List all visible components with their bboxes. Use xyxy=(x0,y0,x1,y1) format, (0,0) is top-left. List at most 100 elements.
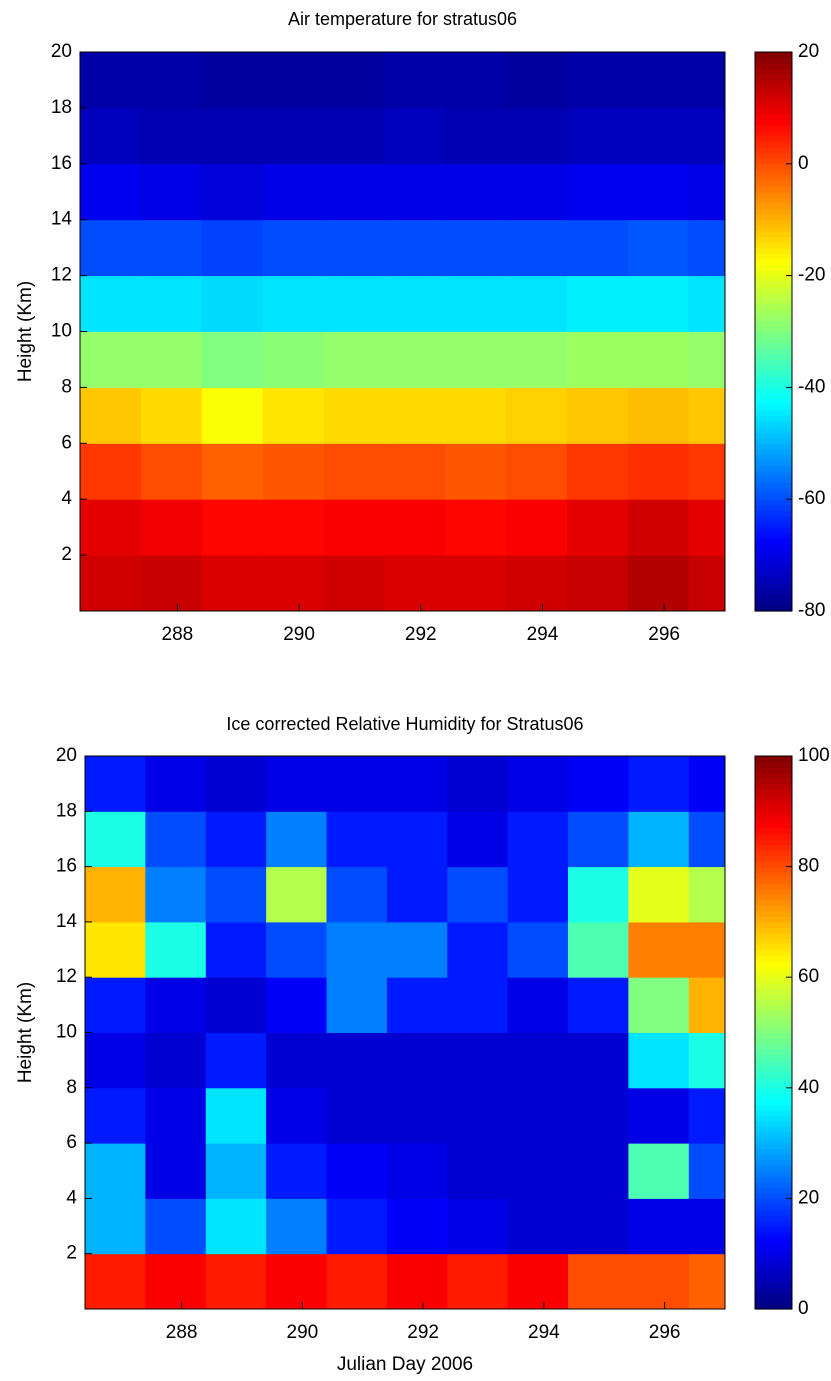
heatmap-cell xyxy=(85,1032,146,1089)
heatmap-cell xyxy=(145,1032,207,1089)
heatmap-cell xyxy=(568,866,629,923)
heatmap-cell xyxy=(445,443,507,500)
colorbar-segment xyxy=(755,281,792,288)
colorbar-segment xyxy=(755,560,792,567)
colorbar-segment xyxy=(755,1054,792,1061)
heatmap-cell xyxy=(445,275,507,332)
heatmap-cell xyxy=(266,1143,328,1199)
colorbar-segment xyxy=(755,1087,792,1094)
heatmap-cell xyxy=(628,1143,690,1199)
y-tick-label: 8 xyxy=(61,376,72,397)
colorbar-segment xyxy=(755,1170,792,1177)
heatmap-cell xyxy=(384,499,446,556)
colorbar-segment xyxy=(755,772,792,779)
heatmap-cell xyxy=(266,1087,328,1144)
heatmap-cell xyxy=(445,219,507,277)
colorbar-segment xyxy=(755,1181,792,1188)
colorbar-segment xyxy=(755,482,792,489)
colorbar-segment xyxy=(755,1137,792,1144)
colorbar-segment xyxy=(755,1275,792,1282)
heatmap-cell xyxy=(140,331,203,388)
colorbar-segment xyxy=(755,242,792,249)
colorbar-segment xyxy=(755,1203,792,1211)
heatmap-cell xyxy=(688,921,726,978)
heatmap-cell xyxy=(262,107,324,165)
y-tick-label: 6 xyxy=(66,1132,77,1153)
heatmap-cell xyxy=(326,921,388,978)
heatmap-cell xyxy=(505,107,568,165)
heatmap-cell xyxy=(688,555,726,612)
heatmap-cell xyxy=(140,555,203,612)
colorbar-segment xyxy=(755,571,792,579)
colorbar-segment xyxy=(755,1259,792,1266)
colorbar-segment xyxy=(755,1060,792,1067)
heatmap-cell xyxy=(447,921,509,978)
colorbar-tick-label: 0 xyxy=(798,153,809,174)
colorbar-segment xyxy=(755,409,792,416)
colorbar-segment xyxy=(755,247,792,254)
colorbar-segment xyxy=(755,800,792,807)
colorbar-segment xyxy=(755,1297,792,1305)
colorbar-segment xyxy=(755,1010,792,1017)
heatmap-cell xyxy=(386,811,448,868)
heatmap-cell xyxy=(323,443,385,500)
y-tick-label: 12 xyxy=(51,265,72,286)
heatmap-cell xyxy=(627,107,689,165)
y-tick-label: 2 xyxy=(61,544,72,565)
heatmap-cell xyxy=(145,1198,207,1255)
heatmap-cell xyxy=(505,219,568,277)
heatmap-cell xyxy=(262,331,324,388)
colorbar-segment xyxy=(755,448,792,456)
colorbar-segment xyxy=(755,1165,792,1172)
colorbar-segment xyxy=(755,811,792,818)
heatmap-cell xyxy=(262,52,324,109)
chart-title: Ice corrected Relative Humidity for Stra… xyxy=(226,714,583,734)
heatmap-cell xyxy=(447,1198,509,1255)
colorbar-segment xyxy=(755,588,792,595)
y-tick-label: 10 xyxy=(51,321,72,342)
heatmap-cell xyxy=(447,977,509,1033)
colorbar-segment xyxy=(755,499,792,506)
x-tick-label: 292 xyxy=(407,1322,439,1343)
colorbar-segment xyxy=(755,577,792,584)
heatmap-cell xyxy=(326,811,388,868)
colorbar-segment xyxy=(755,816,792,823)
heatmap-cell xyxy=(628,1087,690,1144)
colorbar-segment xyxy=(755,415,792,422)
heatmap-cell xyxy=(445,555,507,612)
heatmap-cell xyxy=(323,275,385,332)
heatmap-cell xyxy=(323,387,385,444)
colorbar-segment xyxy=(755,91,792,98)
heatmap-cell xyxy=(205,1143,267,1199)
colorbar-segment xyxy=(755,1226,792,1233)
heatmap-cell xyxy=(688,107,726,165)
heatmap-cell xyxy=(85,1143,146,1199)
colorbar-tick-label: 80 xyxy=(798,856,819,877)
colorbar-segment xyxy=(755,515,792,523)
heatmap-cell xyxy=(205,977,267,1033)
colorbar-segment xyxy=(755,910,792,917)
x-tick-label: 296 xyxy=(649,1322,681,1343)
colorbar-segment xyxy=(755,1093,792,1100)
colorbar-segment xyxy=(755,583,792,590)
heatmap-cell xyxy=(140,499,203,556)
colorbar-segment xyxy=(755,1253,792,1260)
colorbar-segment xyxy=(755,521,792,528)
x-tick-label: 294 xyxy=(528,1322,560,1343)
heatmap-cell xyxy=(140,275,203,332)
heatmap-cell xyxy=(262,499,324,556)
colorbar-segment xyxy=(755,158,792,165)
heatmap-cell xyxy=(266,921,328,978)
colorbar-segment xyxy=(755,1071,792,1078)
colorbar-segment xyxy=(755,426,792,433)
heatmap-cell xyxy=(386,866,448,923)
colorbar-segment xyxy=(755,1270,792,1277)
colorbar-segment xyxy=(755,532,792,539)
heatmap-cell xyxy=(566,443,629,500)
heatmap-cell xyxy=(568,1198,629,1255)
heatmap-cell xyxy=(566,52,629,109)
heatmap-cell xyxy=(145,1087,207,1144)
heatmap-cell xyxy=(688,443,726,500)
colorbar-segment xyxy=(755,219,792,226)
heatmap-cell xyxy=(326,1143,388,1199)
